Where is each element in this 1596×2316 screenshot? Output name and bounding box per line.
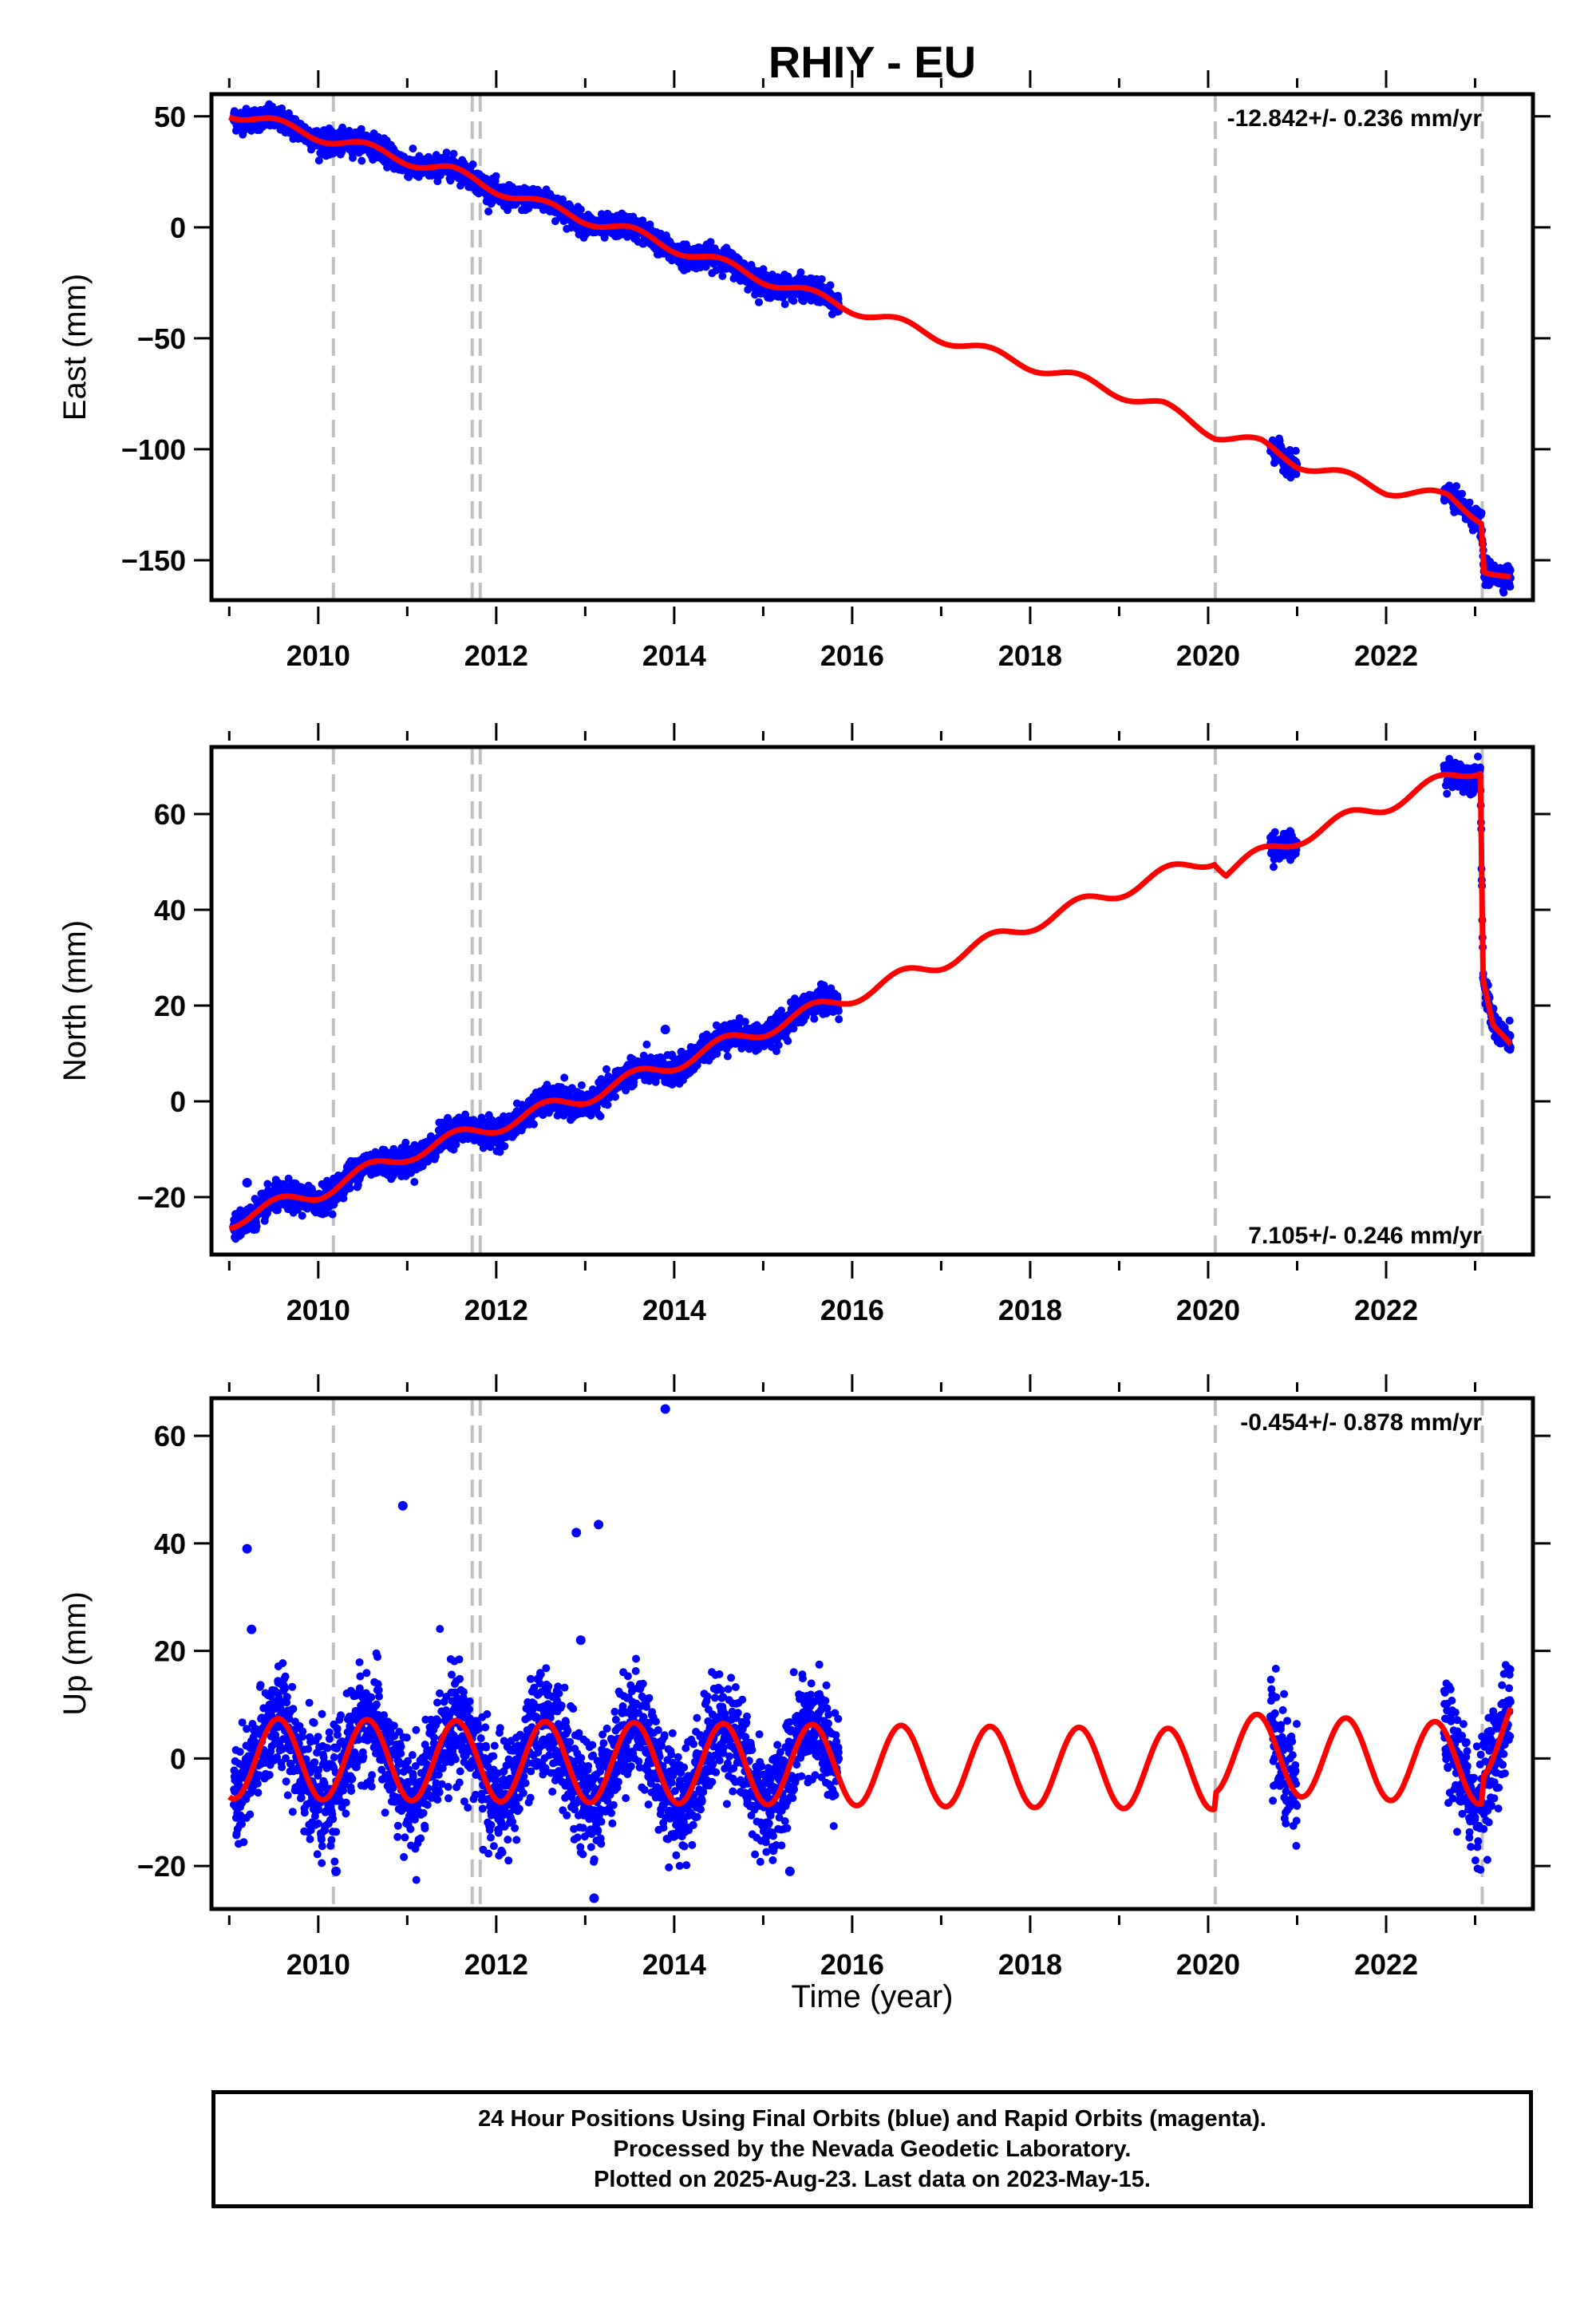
data-point — [349, 153, 357, 162]
data-point — [1477, 508, 1486, 517]
data-point — [755, 298, 763, 306]
data-point — [456, 181, 464, 190]
data-point — [252, 1222, 261, 1231]
data-point — [484, 207, 493, 215]
panel-0: 2010 2012 2014 2016 2018 2020 2022 50 0 −50 −100 −1… — [57, 70, 1551, 672]
data-point — [596, 1112, 605, 1120]
rate-annotation: -12.842+/- 0.236 mm/yr — [1227, 105, 1483, 132]
plot-area — [227, 747, 1515, 1255]
x-tick-label: 2022 — [1354, 639, 1418, 672]
model-line — [227, 114, 1513, 580]
data-point — [338, 123, 347, 132]
data-point — [530, 1120, 538, 1128]
data-point — [706, 238, 715, 247]
data-point — [1506, 583, 1515, 591]
time-series-panels: 2010 2012 2014 2016 2018 2020 2022 50 0 −50 −100 −1… — [57, 70, 1551, 1981]
y-axis-label: East (mm) — [57, 274, 93, 421]
data-point — [603, 1101, 612, 1109]
data-point — [611, 1093, 619, 1101]
data-point — [492, 172, 500, 180]
data-point — [718, 271, 727, 280]
data-point — [780, 300, 789, 309]
data-point — [468, 160, 477, 168]
data-point — [1465, 498, 1474, 507]
x-tick-label: 2010 — [286, 639, 350, 672]
panel-1: 2010 2012 2014 2016 2018 2020 20226040200−20No… — [57, 723, 1551, 1326]
data-point — [314, 156, 323, 165]
x-tick-label: 2012 — [464, 639, 528, 672]
data-point — [826, 281, 835, 290]
x-tick-label: 2014 — [642, 639, 706, 672]
x-tick-label: 2020 — [1176, 639, 1240, 672]
data-point — [442, 148, 451, 157]
plot-area — [227, 94, 1515, 600]
y-tick-label: −50 — [137, 322, 186, 355]
y-tick-label: 0 — [170, 211, 186, 244]
data-point — [577, 1081, 586, 1089]
data-point — [602, 1065, 610, 1073]
data-point — [796, 268, 805, 277]
data-points — [229, 100, 1515, 597]
data-point — [817, 275, 826, 283]
data-point — [1506, 566, 1515, 575]
data-point — [789, 296, 798, 305]
data-point — [1291, 446, 1300, 455]
data-point — [358, 156, 366, 165]
data-point — [642, 1040, 651, 1049]
data-point — [560, 1073, 569, 1082]
data-point — [500, 1142, 509, 1151]
data-point — [1458, 489, 1467, 498]
data-point — [409, 144, 417, 153]
data-point — [346, 1184, 354, 1192]
data-point — [576, 205, 585, 214]
data-point — [328, 1210, 337, 1219]
chart-title: RHIY - EU — [768, 37, 976, 87]
y-tick-label: 50 — [154, 101, 186, 133]
y-tick-label: −150 — [121, 544, 186, 577]
data-point — [449, 149, 458, 158]
y-tick-label: −100 — [121, 433, 186, 466]
data-point — [298, 1211, 306, 1220]
x-tick-label: 2016 — [820, 639, 884, 672]
data-point — [410, 1178, 419, 1186]
data-point — [1452, 482, 1461, 491]
x-tick-label: 2018 — [998, 639, 1062, 672]
data-point — [723, 1052, 732, 1061]
data-point — [1499, 588, 1508, 597]
